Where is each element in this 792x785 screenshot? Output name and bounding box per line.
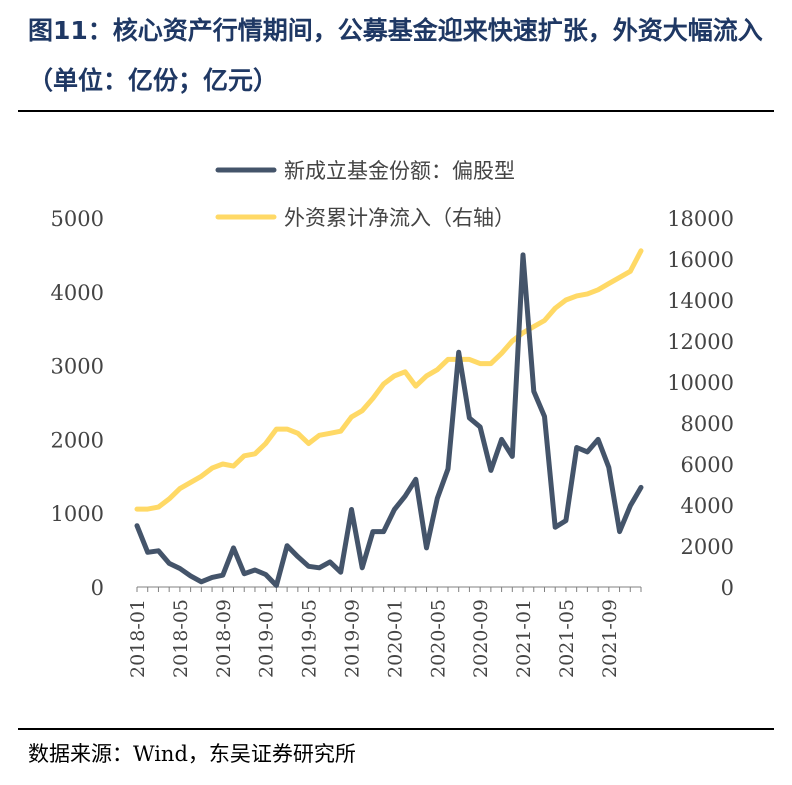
x-tick-label: 2018-01: [127, 599, 149, 678]
x-tick-label: 2018-05: [170, 599, 192, 678]
x-tick-label: 2018-09: [213, 599, 235, 678]
x-tick-label: 2020-09: [470, 599, 492, 678]
x-tick-label: 2020-05: [427, 599, 449, 678]
x-tick-label: 2021-09: [599, 599, 621, 678]
y-left-tick-label: 2000: [51, 428, 104, 452]
y-right-tick-label: 8000: [681, 412, 734, 436]
y-left-tick-label: 1000: [51, 502, 104, 526]
y-right-tick-label: 2000: [681, 535, 734, 559]
y-left-tick-label: 5000: [51, 207, 104, 231]
series-line-foreign-net-inflow: [134, 248, 644, 512]
y-left-tick-label: 0: [91, 576, 104, 600]
source-note: 数据来源：Wind，东吴证券研究所: [28, 742, 356, 766]
y-right-tick-label: 4000: [681, 494, 734, 518]
y-right-tick-label: 0: [721, 576, 734, 600]
y-left-tick-label: 4000: [51, 281, 104, 305]
figure-title: 图11：核心资产行情期间，公募基金迎来快速扩张，外资大幅流入（单位：亿份；亿元）: [28, 16, 763, 95]
x-tick-label: 2019-05: [299, 599, 321, 678]
legend-label: 新成立基金份额：偏股型: [284, 159, 515, 183]
y-right-tick-label: 6000: [681, 453, 734, 477]
x-tick-label: 2021-01: [513, 599, 535, 678]
y-right-tick-label: 14000: [667, 289, 734, 313]
x-tick-label: 2019-09: [341, 599, 363, 678]
source-rule: [18, 728, 774, 730]
series-line-new-equity-fund-shares: [134, 252, 644, 588]
y-right-tick-label: 18000: [667, 207, 734, 231]
series-lines: [134, 248, 644, 588]
x-tick-label: 2020-01: [384, 599, 406, 678]
y-right-tick-label: 12000: [667, 330, 734, 354]
y-left-tick-label: 3000: [51, 355, 104, 379]
y-right-tick-label: 16000: [667, 248, 734, 272]
axes: 2018-01 2018-05 2018-09 2019-01 2019-05 2019-…: [51, 207, 734, 678]
legend-label: 外资累计净流入（右轴）: [284, 206, 515, 230]
x-tick-label: 2019-01: [256, 599, 278, 678]
x-tick-label: 2021-05: [556, 599, 578, 678]
title-rule: [18, 110, 774, 112]
y-right-tick-label: 10000: [667, 371, 734, 395]
